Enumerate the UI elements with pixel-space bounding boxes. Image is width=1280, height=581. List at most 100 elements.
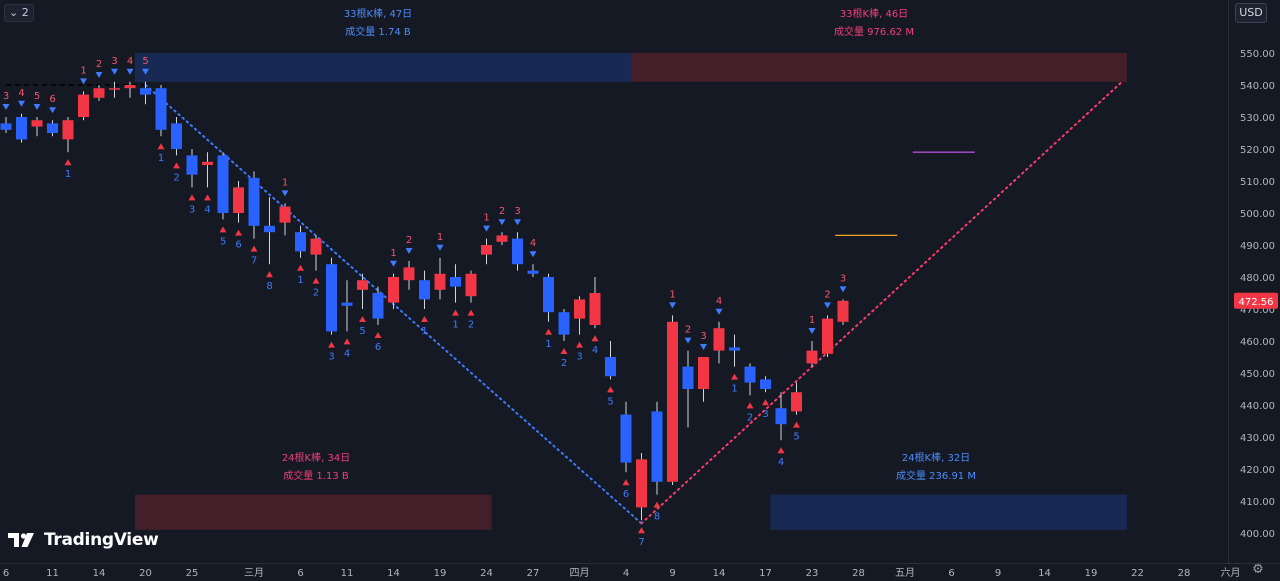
candle-body [744,366,756,383]
range-box [631,53,1127,82]
candle-body [620,414,632,463]
x-tick-label: 五月 [895,567,915,579]
x-tick-label: 19 [1085,568,1098,579]
candle-body [403,267,415,281]
x-tick-label: 22 [1131,568,1144,579]
candle-body [698,357,709,389]
candle-body [419,280,430,300]
y-tick-label: 420.00 [1240,465,1275,476]
sequence-count-label: 3 [3,91,9,102]
candle-body [372,293,384,319]
triangle-up-icon [312,277,320,284]
y-tick-label: 520.00 [1240,145,1275,156]
sequence-count-label: 3 [514,206,520,217]
sequence-count-label: 5 [607,396,613,407]
candle-body [357,280,368,290]
sequence-count-label: 1 [437,232,443,243]
triangle-down-icon [669,302,676,309]
tradingview-logo[interactable]: TradingView [8,529,159,551]
y-tick-label: 470.00 [1240,305,1275,316]
triangle-up-icon [374,332,382,338]
sequence-count-label: 1 [65,169,71,180]
sequence-count-label: 2 [468,320,474,331]
sequence-count-label: 4 [778,457,784,468]
sequence-count-label: 2 [173,172,179,183]
candle-body [837,300,849,322]
triangle-down-icon [483,225,490,232]
triangle-down-icon [281,190,289,197]
candle-body [16,117,27,140]
triangle-up-icon [266,271,273,278]
triangle-up-icon [250,245,258,252]
candle-body [109,88,120,90]
settings-gear-icon[interactable]: ⚙ [1252,562,1264,577]
triangle-up-icon [591,335,599,342]
candle-body [47,123,58,133]
sequence-count-label: 1 [390,248,396,259]
sequence-count-label: 1 [452,320,458,331]
sequence-count-label: 3 [111,56,117,67]
triangle-up-icon [188,194,196,201]
candle-body [341,302,353,306]
sequence-count-label: 6 [49,94,55,105]
triangle-up-icon [560,348,568,354]
range-box [135,53,631,82]
sequence-count-label: 5 [359,326,365,337]
triangle-down-icon [824,302,831,309]
triangle-down-icon [715,308,723,315]
triangle-up-icon [653,501,661,508]
sequence-count-label: 4 [18,88,24,99]
chevron-down-icon: ⌄ [9,6,19,19]
y-tick-label: 550.00 [1240,49,1275,60]
x-tick-label: 6 [297,568,303,579]
candle-body [729,347,740,351]
x-tick-label: 6 [948,568,954,579]
sequence-count-label: 5 [793,432,799,443]
zigzag-line [640,80,1123,525]
range-annotation-volume: 成交量 976.62 M [834,25,914,38]
triangle-up-icon [777,447,785,454]
triangle-up-icon [452,309,459,316]
candle-body [713,328,725,351]
last-price-badge [1234,292,1278,309]
sequence-count-label: 3 [840,273,846,284]
y-tick-label: 530.00 [1240,113,1275,124]
sequence-count-label: 1 [731,384,737,395]
x-tick-label: 14 [93,568,106,579]
sequence-count-label: 1 [80,65,86,76]
triangle-up-icon [359,316,366,322]
candle-body [31,120,43,127]
range-annotation-volume: 成交量 236.91 M [896,469,976,482]
triangle-up-icon [576,341,583,348]
triangle-down-icon [436,244,444,251]
x-tick-label: 24 [480,568,493,579]
candle-body [651,411,663,482]
x-tick-label: 6 [3,568,9,579]
sequence-count-label: 7 [638,537,644,548]
candle-body [326,264,337,332]
triangle-down-icon [18,100,25,107]
x-tick-label: 25 [186,568,199,579]
triangle-up-icon [731,373,738,380]
x-tick-label: 27 [527,568,540,579]
triangle-down-icon [390,260,397,267]
sequence-count-label: 6 [235,240,241,251]
candle-body [388,277,399,303]
triangle-down-icon [529,251,537,258]
sequence-count-label: 3 [576,352,582,363]
triangle-up-icon [638,527,645,534]
candle-body [233,187,244,213]
collapse-indicators-button[interactable]: ⌄ 2 [4,4,34,22]
currency-button[interactable]: USD [1235,3,1267,23]
x-tick-label: 三月 [244,567,264,579]
x-tick-label: 11 [46,568,59,579]
candle-body [527,270,539,274]
candle-body [0,123,12,130]
candle-body [574,299,585,319]
last-price-label: 472.56 [1239,297,1274,308]
range-annotation-volume: 成交量 1.74 B [345,25,411,38]
triangle-up-icon [297,264,304,271]
triangle-down-icon [111,68,118,75]
sequence-count-label: 1 [282,177,288,188]
